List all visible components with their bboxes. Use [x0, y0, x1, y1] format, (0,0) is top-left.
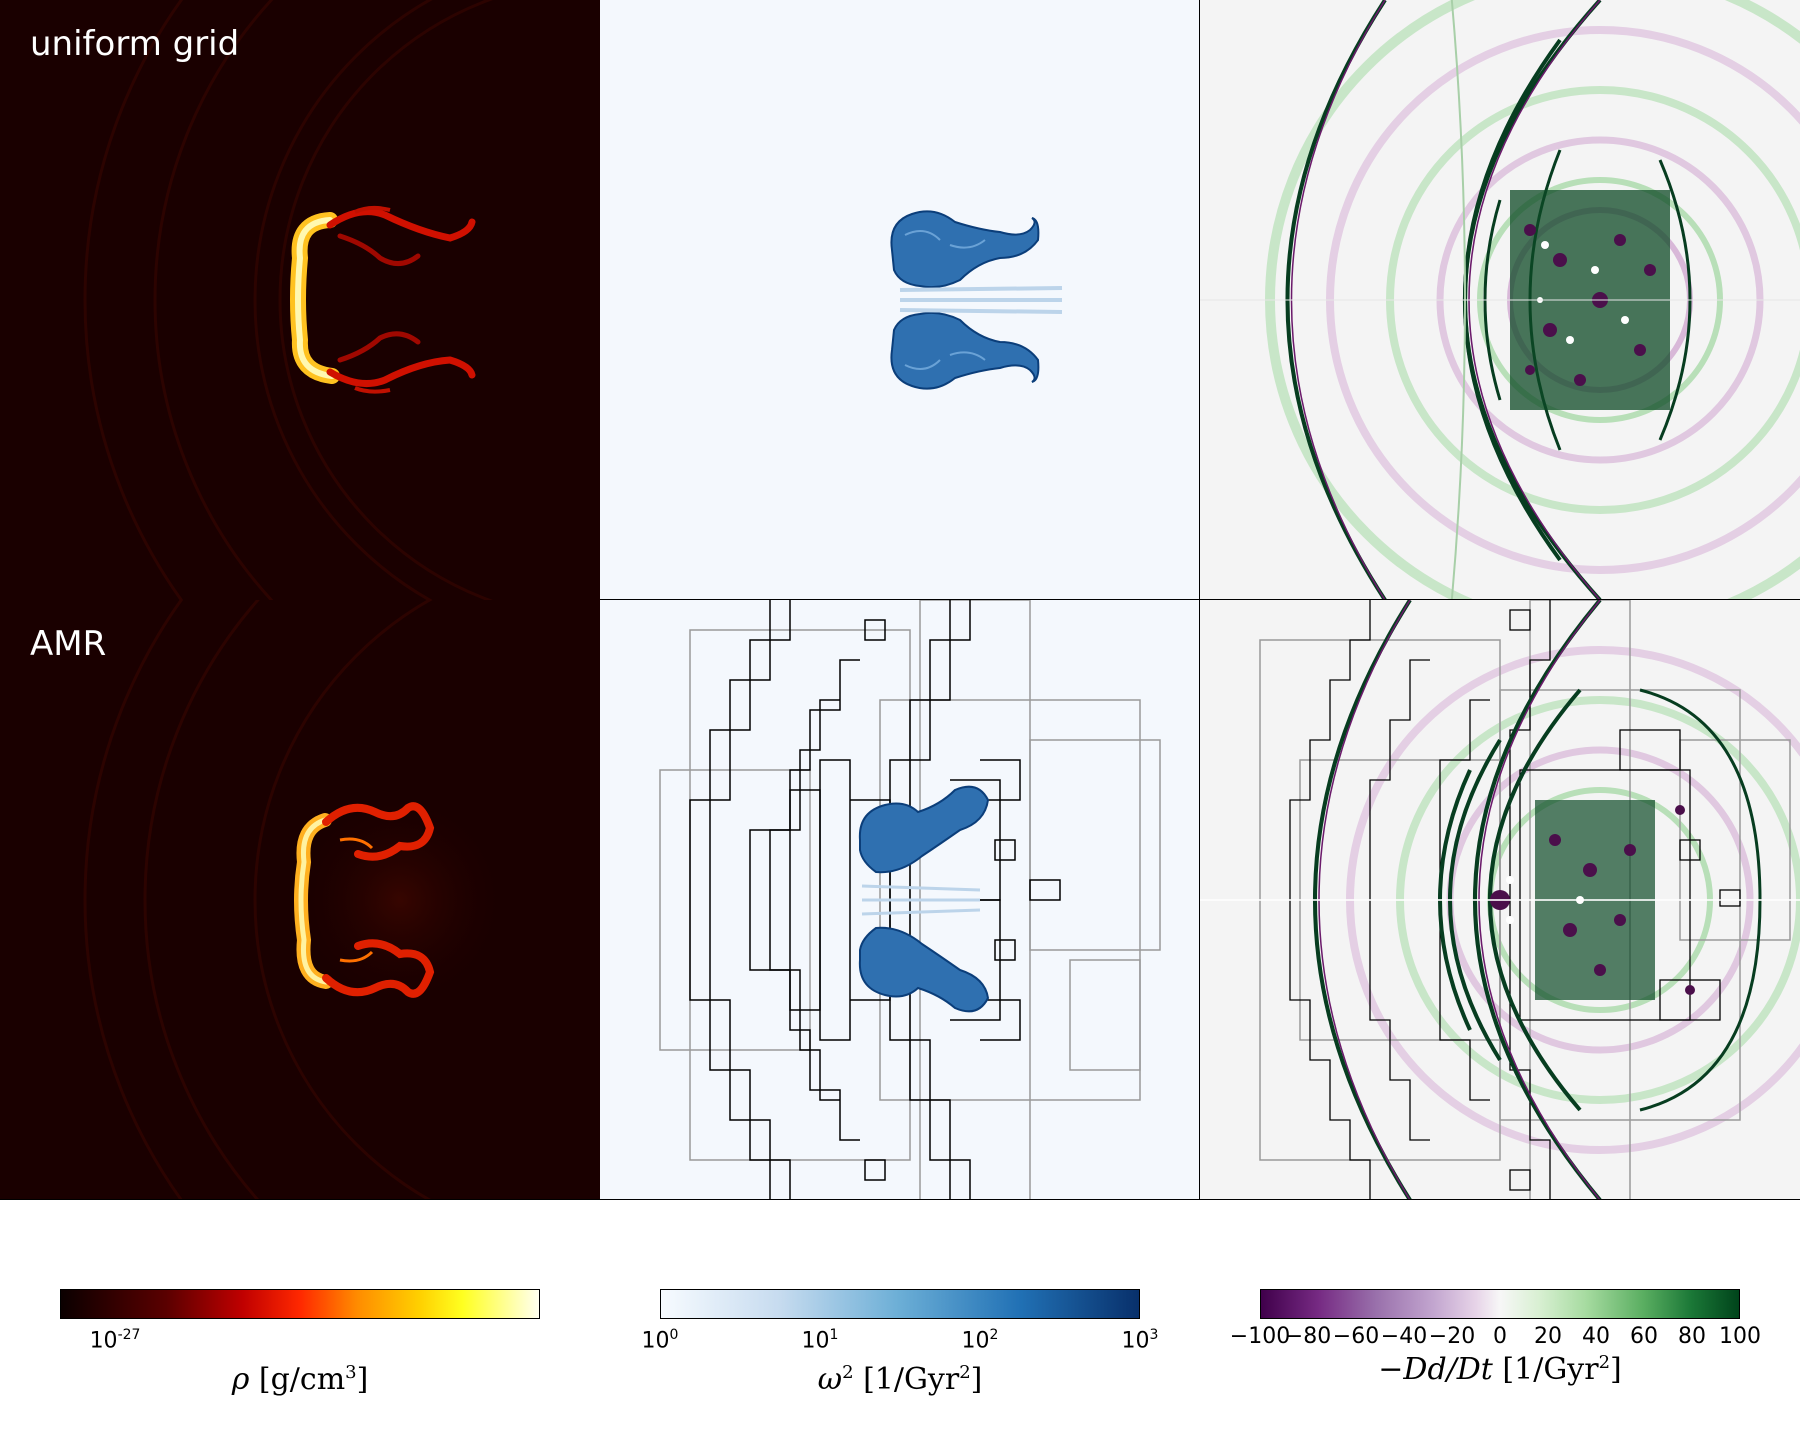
colorbar-divergence-tick-10: 100	[1719, 1324, 1761, 1349]
colorbar-divergence-tick-3: −40	[1380, 1324, 1428, 1349]
divergence-uniform-image	[1200, 0, 1800, 600]
panel-divergence-amr	[1200, 600, 1800, 1200]
colorbar-divergence-tick-8: 60	[1630, 1324, 1658, 1349]
colorbar-vorticity-tick-1: 101	[801, 1327, 839, 1354]
colorbar-divergence-tick-5: 0	[1493, 1324, 1507, 1349]
colorbar-divergence	[1260, 1289, 1740, 1319]
panel-vorticity-amr	[600, 600, 1200, 1200]
row-divider	[600, 599, 1800, 601]
colorbar-density-label: ρ [g/cm3]	[231, 1362, 369, 1397]
colorbar-vorticity	[660, 1289, 1140, 1319]
colorbar-divergence-tick-7: 40	[1582, 1324, 1610, 1349]
row-label-amr: AMR	[30, 624, 107, 664]
colorbar-vorticity-tick-0: 100	[641, 1327, 679, 1354]
panel-vorticity-uniform	[600, 0, 1200, 600]
colorbar-vorticity-tick-3: 103	[1121, 1327, 1159, 1354]
colorbar-divergence-tick-4: −20	[1428, 1324, 1476, 1349]
colorbar-divergence-tick-1: −80	[1284, 1324, 1332, 1349]
density-amr-image	[83, 600, 510, 1200]
colorbar-divergence-tick-2: −60	[1332, 1324, 1380, 1349]
panel-divergence-uniform	[1200, 0, 1800, 600]
row-label-uniform-grid: uniform grid	[30, 24, 240, 64]
colorbar-divergence-tick-6: 20	[1534, 1324, 1562, 1349]
divergence-amr-image	[1200, 600, 1800, 1200]
vorticity-uniform-image	[890, 210, 1063, 390]
colorbar-divergence-tick-0: −100	[1229, 1324, 1291, 1349]
colorbar-divergence-tick-9: 80	[1678, 1324, 1706, 1349]
colorbar-vorticity-label: ω2 [1/Gyr2]	[817, 1362, 983, 1397]
colorbar-divergence-label: −Dd/Dt [1/Gyr2]	[1378, 1352, 1622, 1387]
density-uniform-image	[83, 0, 494, 600]
vorticity-amr-image	[659, 600, 1161, 1200]
colorbar-density-tick: 10-27	[89, 1327, 141, 1354]
panel-density-uniform: uniform grid	[0, 0, 600, 600]
colorbar-vorticity-tick-2: 102	[961, 1327, 999, 1354]
colorbar-density	[60, 1289, 540, 1319]
panel-density-amr: AMR	[0, 600, 600, 1200]
